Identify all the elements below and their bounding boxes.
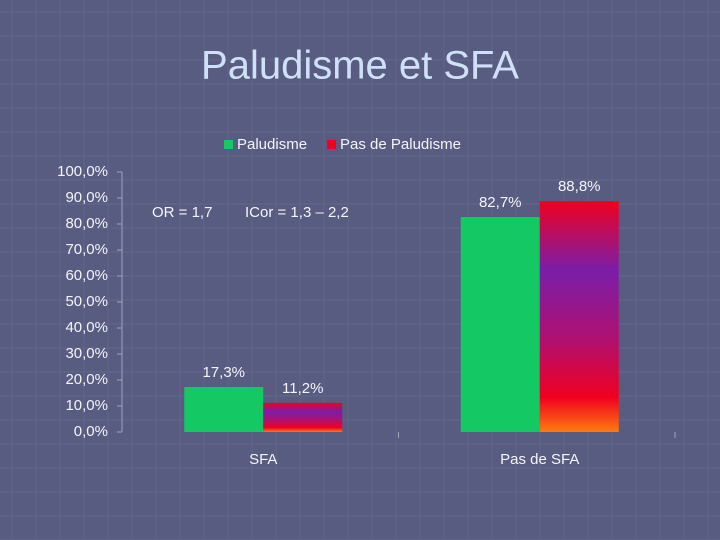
y-tick-label: 50,0%: [65, 293, 108, 310]
y-tick-label: 40,0%: [65, 319, 108, 336]
bar: [184, 387, 264, 432]
y-tick-label: 100,0%: [57, 163, 108, 180]
annotation: ICor = 1,3 – 2,2: [245, 204, 349, 221]
data-label: 11,2%: [282, 380, 323, 397]
legend-swatch: [327, 140, 337, 149]
data-label: 17,3%: [202, 364, 245, 381]
y-tick-label: 10,0%: [65, 397, 108, 414]
legend-label: Paludisme: [237, 136, 307, 153]
y-tick-label: 70,0%: [65, 241, 108, 258]
data-label: 88,8%: [558, 178, 601, 195]
y-tick-label: 20,0%: [65, 371, 108, 388]
bar: [460, 216, 540, 432]
data-label: 82,7%: [479, 194, 522, 211]
annotation: OR = 1,7: [152, 204, 212, 221]
y-tick-label: 60,0%: [65, 267, 108, 284]
y-tick-label: 90,0%: [65, 189, 108, 206]
slide-title: Paludisme et SFA: [201, 44, 519, 88]
legend-swatch: [224, 140, 233, 149]
x-tick-label: Pas de SFA: [500, 451, 579, 468]
legend-label: Pas de Paludisme: [340, 136, 461, 153]
bar: [539, 201, 619, 432]
y-tick-label: 0,0%: [74, 423, 108, 440]
x-tick-label: SFA: [249, 451, 277, 468]
y-tick-label: 30,0%: [65, 345, 108, 362]
bar: [263, 402, 343, 432]
y-tick-label: 80,0%: [65, 215, 108, 232]
